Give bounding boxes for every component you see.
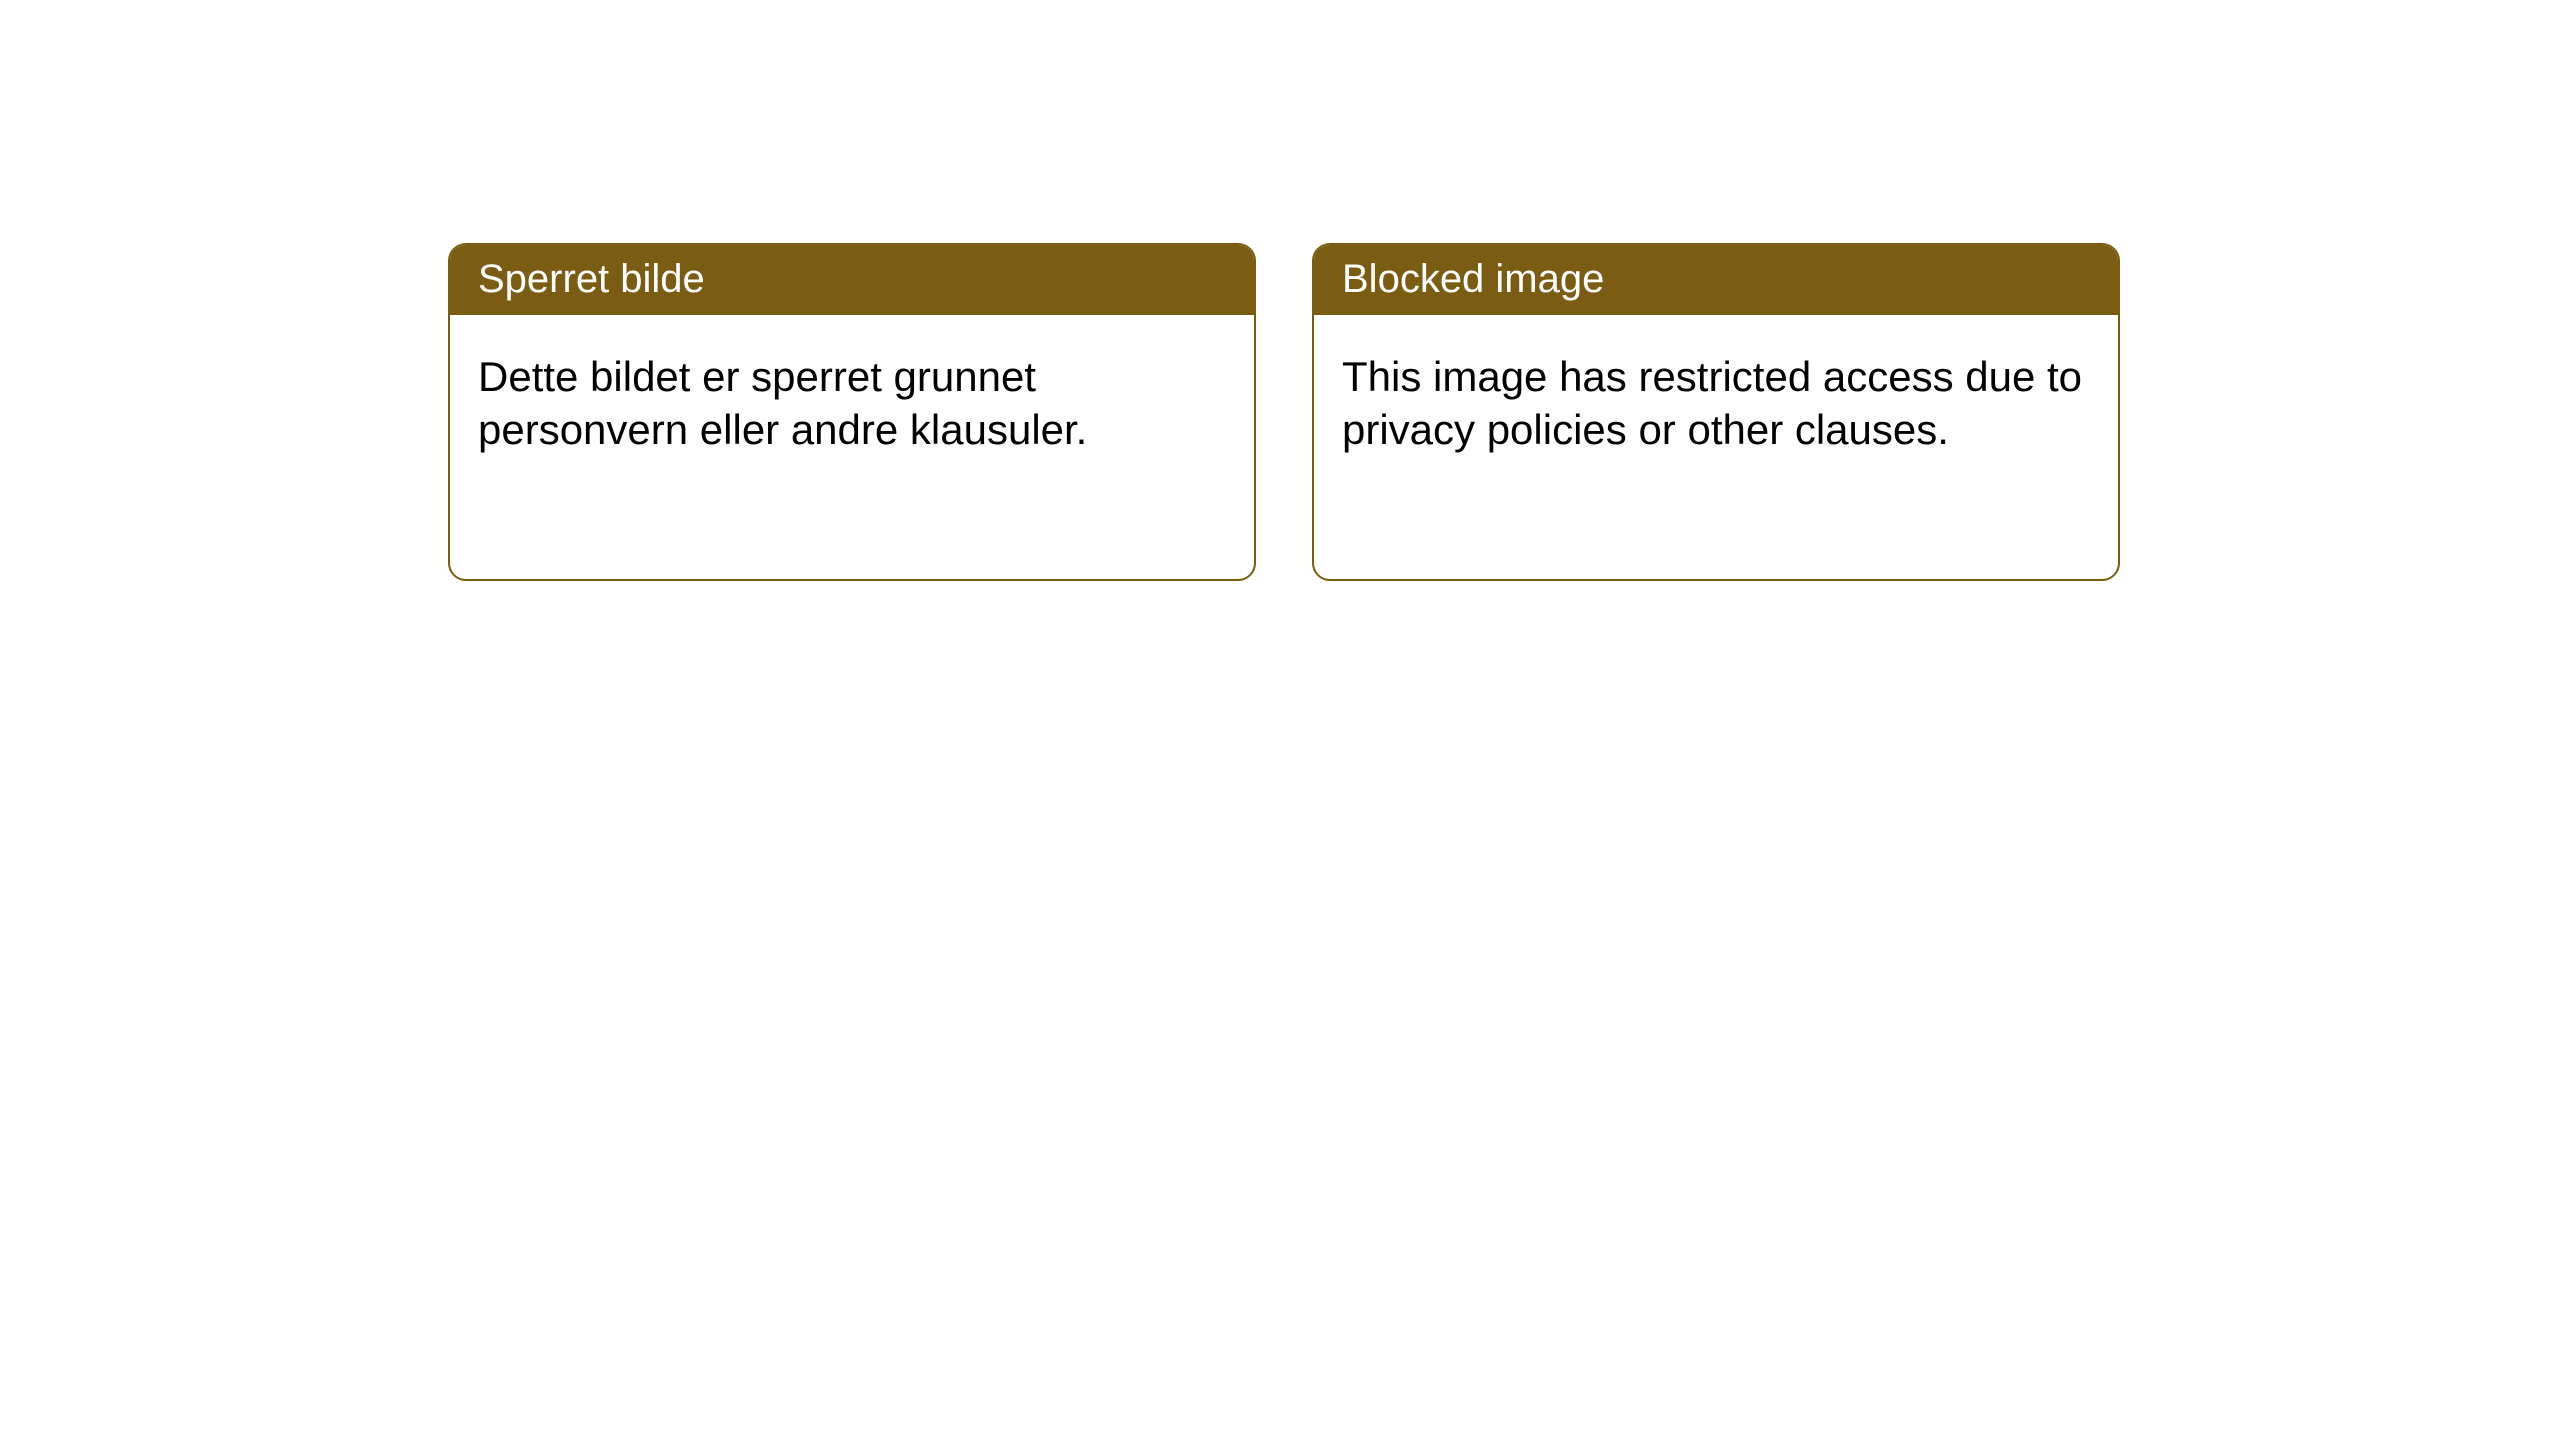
notice-body: This image has restricted access due to … xyxy=(1314,315,2118,484)
notice-container: Sperret bilde Dette bildet er sperret gr… xyxy=(0,0,2560,581)
notice-title: Sperret bilde xyxy=(450,245,1254,315)
notice-body: Dette bildet er sperret grunnet personve… xyxy=(450,315,1254,484)
notice-card-english: Blocked image This image has restricted … xyxy=(1312,243,2120,581)
notice-card-norwegian: Sperret bilde Dette bildet er sperret gr… xyxy=(448,243,1256,581)
notice-title: Blocked image xyxy=(1314,245,2118,315)
